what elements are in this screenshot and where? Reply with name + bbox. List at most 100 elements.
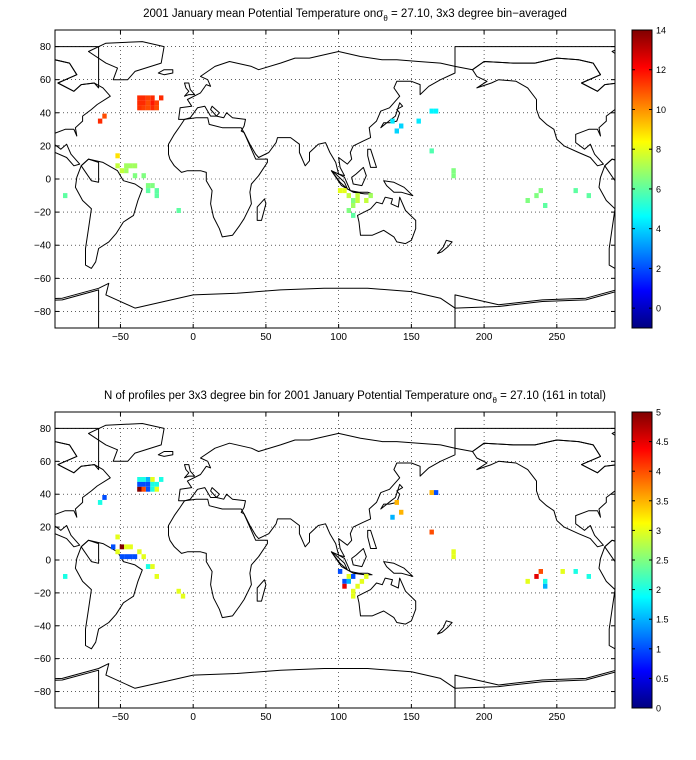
bin-cell <box>429 148 434 154</box>
bin-cell <box>364 574 369 579</box>
y-tick-label: 60 <box>40 457 52 468</box>
bin-cell <box>337 569 343 574</box>
coastline <box>351 166 367 187</box>
coastline <box>472 57 615 167</box>
colorbar-tick-label: 0.5 <box>656 674 669 684</box>
coastline <box>74 158 143 269</box>
bin-cell <box>534 574 539 579</box>
coastline <box>380 483 404 510</box>
coastline <box>184 464 196 479</box>
bin-cell <box>573 569 578 574</box>
bin-cell <box>145 486 151 492</box>
bin-cell <box>145 100 151 106</box>
coastline <box>472 439 615 548</box>
bin-cell <box>115 153 120 159</box>
bin-cell <box>119 544 125 550</box>
bin-cell <box>150 183 155 189</box>
bin-cell <box>132 554 138 560</box>
bin-cell <box>63 574 68 579</box>
bin-cell <box>543 578 548 584</box>
colorbar-tick-label: 5 <box>656 408 661 418</box>
bin-cell <box>451 173 456 179</box>
y-tick-label: −60 <box>34 654 51 665</box>
bin-cell <box>124 554 129 560</box>
bin-cell <box>145 95 151 101</box>
bin-cell <box>97 500 103 505</box>
y-tick-label: −40 <box>34 621 51 632</box>
colorbar-tick-label: 4.5 <box>656 437 669 447</box>
coastline <box>367 529 377 549</box>
coastline <box>88 423 165 462</box>
profile-count-map-panel: N of profiles per 3x3 degree bin for 200… <box>34 390 669 723</box>
coastline <box>598 539 615 650</box>
bin-cell <box>137 105 142 111</box>
bin-cell <box>159 95 164 101</box>
coastline <box>256 198 267 221</box>
bin-cell <box>154 100 159 106</box>
y-tick-label: 80 <box>40 424 52 435</box>
coastline <box>55 282 615 328</box>
y-tick-label: −40 <box>34 241 51 252</box>
colorbar-tick-label: 14 <box>656 26 666 36</box>
coastline <box>330 170 348 190</box>
x-tick-label: 0 <box>190 712 196 723</box>
bin-cell <box>342 583 347 589</box>
bin-cell <box>132 173 138 179</box>
coastline <box>357 196 417 245</box>
bin-cell <box>102 495 107 500</box>
bin-cell <box>351 203 356 208</box>
coastline <box>168 117 268 238</box>
y-tick-label: −20 <box>34 588 51 599</box>
coastline <box>437 239 453 254</box>
bin-cell <box>359 578 365 584</box>
bin-cell <box>128 163 133 169</box>
colorbar-tick-label: 0 <box>656 704 661 714</box>
coastline <box>383 180 414 197</box>
bin-cell <box>137 100 142 106</box>
bin-cell <box>560 569 565 574</box>
y-tick-label: 80 <box>40 42 52 53</box>
bin-cell <box>141 95 146 101</box>
bin-cell <box>390 118 395 124</box>
bin-cell <box>525 198 530 203</box>
bin-cell <box>351 574 356 579</box>
bin-cell <box>150 105 155 111</box>
colorbar-tick-label: 12 <box>656 65 666 75</box>
bin-cell <box>150 486 155 492</box>
x-tick-label: 200 <box>476 332 493 343</box>
bin-cell <box>180 593 186 599</box>
coastline <box>178 432 456 558</box>
bin-cell <box>346 574 351 579</box>
bin-cell <box>355 198 360 203</box>
bin-cell <box>451 168 456 174</box>
bin-cell <box>97 118 103 124</box>
bin-cell <box>534 193 539 199</box>
bin-cell <box>573 188 578 194</box>
colorbar-tick-label: 4 <box>656 467 661 477</box>
bin-cell <box>145 564 151 569</box>
coastline <box>80 539 100 564</box>
bin-cell <box>119 168 125 174</box>
colorbar-tick-label: 8 <box>656 145 661 155</box>
coastline <box>55 289 100 328</box>
bin-cell <box>337 188 343 194</box>
bin-cell <box>141 105 146 111</box>
bin-cell <box>346 193 351 199</box>
colorbar-tick-label: 3.5 <box>656 496 669 506</box>
x-tick-label: −50 <box>112 712 129 723</box>
bin-cell <box>416 118 421 124</box>
bin-cell <box>351 212 356 218</box>
bin-cell <box>150 481 155 487</box>
y-tick-label: 0 <box>45 556 51 567</box>
bin-cell <box>150 564 155 569</box>
bin-cell <box>141 486 146 492</box>
coastline <box>168 498 268 619</box>
bin-cell <box>132 163 138 169</box>
bin-cell <box>115 163 120 169</box>
coastline <box>184 82 196 97</box>
coastline <box>80 158 100 183</box>
bin-cell <box>351 198 356 203</box>
coastline <box>178 51 456 177</box>
bin-cell <box>433 490 439 495</box>
